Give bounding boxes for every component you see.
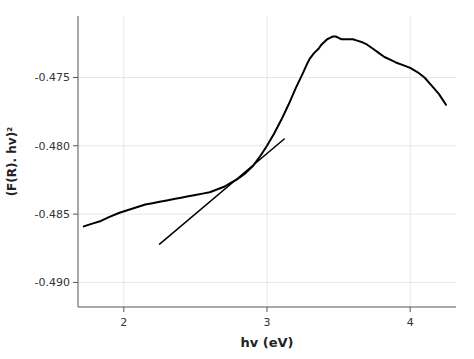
tick-mark: [123, 307, 124, 312]
tick-label: -0.480: [35, 140, 70, 153]
tick-mark: [267, 307, 268, 312]
tick-mark: [73, 77, 78, 78]
grid-line: [78, 214, 456, 215]
tick-label: -0.490: [35, 276, 70, 289]
ticks: 2 3 4 -0.490 -0.485 -0.480 -0.475: [35, 71, 414, 329]
tick-mark: [73, 282, 78, 283]
y-axis-label: (F(R). hv)²: [5, 127, 19, 197]
grid-line: [123, 16, 124, 307]
chart: 2 3 4 -0.490 -0.485 -0.480 -0.475 hv (eV) (F(R).…: [0, 0, 474, 359]
tick-label: -0.475: [35, 71, 70, 84]
tick-label: 3: [264, 316, 271, 329]
curve: [84, 36, 446, 226]
tick-label: 2: [120, 316, 127, 329]
tick-mark: [73, 214, 78, 215]
plot-area: [84, 36, 446, 244]
grid-line: [410, 16, 411, 307]
tick-label: -0.485: [35, 208, 70, 221]
x-axis-label: hv (eV): [240, 335, 293, 350]
tick-mark: [410, 307, 411, 312]
grid-line: [78, 77, 456, 78]
y-axis-line: [78, 16, 79, 307]
tick-mark: [73, 145, 78, 146]
tick-label: 4: [407, 316, 414, 329]
tangent-line: [160, 139, 285, 244]
grid-line: [267, 16, 268, 307]
grid-line: [78, 282, 456, 283]
x-axis-line: [78, 307, 456, 308]
grid: [78, 16, 456, 307]
